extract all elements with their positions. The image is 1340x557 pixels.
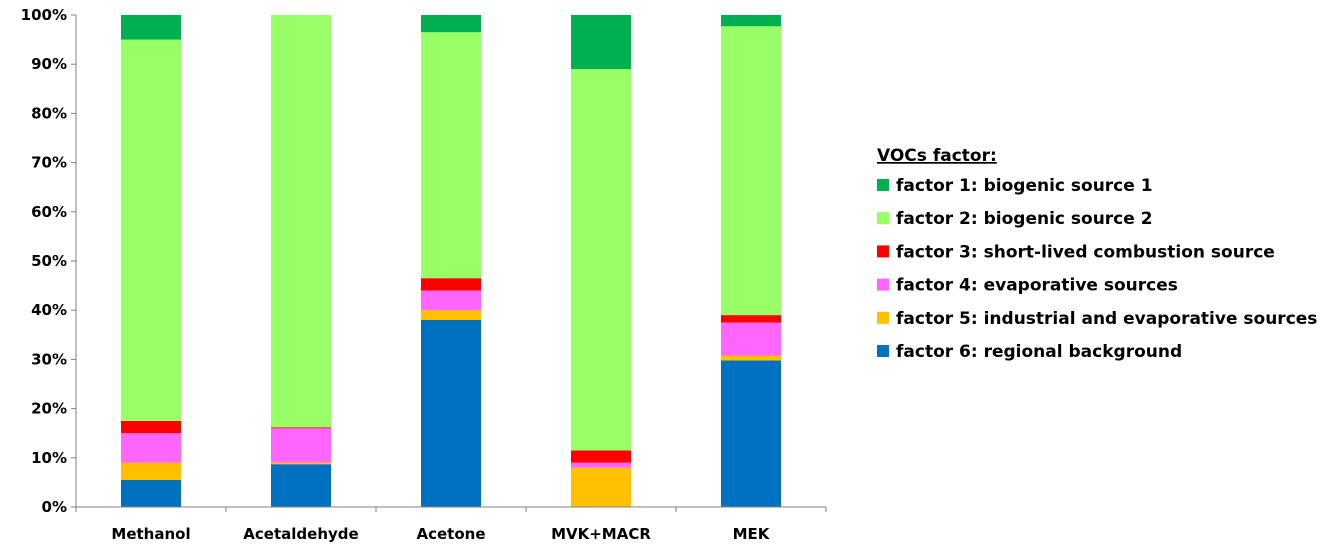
y-tick-label: 50%: [31, 252, 67, 270]
bar-segment-mvk-macr-factor-3: [571, 450, 631, 463]
x-tick-label-mvk-macr: MVK+MACR: [551, 525, 651, 543]
legend-swatch-factor-3: [877, 245, 889, 258]
y-tick-label: 0%: [42, 498, 67, 516]
bar-segment-mvk-macr-factor-1: [571, 15, 631, 70]
legend-swatch-factor-2: [877, 212, 889, 225]
y-tick-label: 60%: [31, 203, 67, 221]
legend-swatch-factor-5: [877, 311, 889, 324]
bar-segment-methanol-factor-6: [121, 479, 181, 507]
legend-swatch-factor-6: [877, 345, 889, 357]
bar-segment-acetone-factor-4: [421, 290, 481, 311]
legend: VOCs factor: factor 1: biogenic source 1…: [877, 146, 1317, 362]
bar-segment-mek-factor-3: [721, 315, 781, 323]
x-tick-label-acetone: Acetone: [416, 525, 485, 543]
x-tick-label-mek: MEK: [733, 525, 771, 543]
legend-swatch-factor-4: [877, 278, 889, 291]
y-tick-label: 80%: [31, 104, 67, 122]
bar-segment-mvk-macr-factor-4: [571, 462, 631, 468]
bar-segment-mek-factor-1: [721, 15, 781, 27]
y-tick-label: 30%: [31, 350, 67, 368]
bar-segment-mek-factor-4: [721, 322, 781, 356]
bar-segment-acetaldehyde-factor-6: [271, 464, 331, 507]
bar-segment-acetaldehyde-factor-4: [271, 428, 331, 463]
bar-segment-methanol-factor-2: [121, 39, 181, 421]
bar-segment-acetone-factor-6: [421, 320, 481, 507]
bar-segment-methanol-factor-5: [121, 462, 181, 480]
legend-label-factor-2: factor 2: biogenic source 2: [896, 209, 1153, 229]
bar-segment-acetaldehyde-factor-3: [271, 427, 331, 429]
y-tick-label: 10%: [31, 449, 67, 467]
y-tick-label: 90%: [31, 55, 67, 73]
bar-segment-acetone-factor-5: [421, 310, 481, 320]
bar-segment-methanol-factor-4: [121, 433, 181, 463]
bar-segment-acetone-factor-1: [421, 15, 481, 33]
bar-segment-mek-factor-6: [721, 360, 781, 507]
legend-label-factor-4: factor 4: evaporative sources: [896, 276, 1178, 296]
legend-label-factor-5: factor 5: industrial and evaporative sou…: [896, 309, 1317, 329]
bars-layer: [121, 15, 781, 507]
bar-segment-acetaldehyde-factor-5: [271, 462, 331, 465]
bar-segment-mek-factor-5: [721, 355, 781, 361]
legend-label-factor-3: factor 3: short-lived combustion source: [896, 242, 1275, 262]
legend-label-factor-1: factor 1: biogenic source 1: [896, 176, 1153, 196]
bar-segment-mvk-macr-factor-5: [571, 467, 631, 507]
bar-segment-acetaldehyde-factor-2: [271, 15, 331, 428]
bar-segment-methanol-factor-3: [121, 420, 181, 434]
y-tick-label: 70%: [31, 154, 67, 172]
bar-segment-mvk-macr-factor-2: [571, 69, 631, 451]
y-tick-label: 100%: [21, 6, 67, 24]
bar-segment-acetone-factor-3: [421, 278, 481, 291]
legend-title: VOCs factor:: [877, 146, 997, 166]
bar-segment-methanol-factor-1: [121, 15, 181, 40]
y-tick-label: 20%: [31, 400, 67, 418]
bar-segment-mek-factor-2: [721, 26, 781, 316]
legend-label-factor-6: factor 6: regional background: [896, 342, 1182, 362]
x-tick-label-methanol: Methanol: [111, 525, 190, 543]
bar-segment-acetone-factor-2: [421, 32, 481, 279]
x-tick-label-acetaldehyde: Acetaldehyde: [243, 525, 358, 543]
legend-swatch-factor-1: [877, 179, 889, 191]
axes-layer: 0% 10% 20% 30% 40% 50% 60% 70% 80% 90% 100% Methano…: [21, 6, 827, 543]
y-tick-label: 40%: [31, 301, 67, 319]
